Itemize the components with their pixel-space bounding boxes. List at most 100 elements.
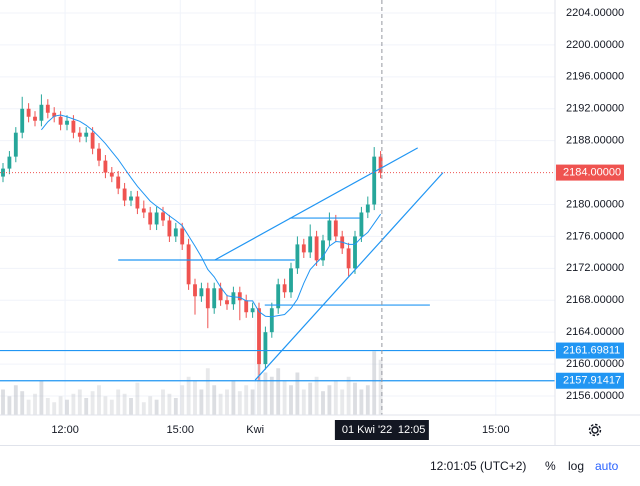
- x-tick-label: 15:00: [167, 424, 195, 436]
- volume-bar: [295, 372, 300, 415]
- candle-body: [45, 104, 50, 113]
- x-tick-label: 15:00: [482, 424, 510, 436]
- volume-bar: [13, 385, 18, 415]
- moving-average: [41, 114, 382, 318]
- candle-body: [282, 284, 287, 293]
- price-label-box: [556, 164, 624, 181]
- volume-bar: [365, 385, 370, 415]
- volume-bar: [321, 391, 325, 415]
- y-tick-label: 2160.00000: [566, 358, 624, 370]
- candle-body: [173, 228, 178, 237]
- candle-body: [295, 244, 300, 269]
- volume-bar: [257, 364, 261, 415]
- candle-body: [71, 120, 76, 133]
- log-button[interactable]: log: [568, 459, 585, 473]
- y-tick-label: 2188.00000: [566, 135, 624, 147]
- crosshair-time: 12:05: [398, 424, 426, 436]
- candle-body: [244, 300, 249, 313]
- candle-body: [257, 308, 261, 365]
- candle-body: [52, 112, 57, 117]
- candle-body: [129, 196, 133, 201]
- plot: [0, 0, 555, 415]
- volume-bar: [250, 389, 255, 415]
- volume-bar: [333, 381, 338, 415]
- clock: 12:01:05 (UTC+2): [430, 459, 527, 473]
- y-tick-label: 2192.00000: [566, 103, 624, 115]
- candle-body: [346, 248, 351, 269]
- candle-body: [231, 292, 236, 305]
- volume-bar: [225, 389, 229, 415]
- volume-bar: [269, 376, 274, 415]
- candle-body: [148, 212, 153, 225]
- volume-bar: [7, 396, 12, 415]
- auto-button[interactable]: auto: [595, 459, 619, 473]
- candle-body: [225, 300, 229, 305]
- candle-body: [33, 116, 37, 121]
- candle-body: [199, 288, 204, 297]
- crosshair-date: 01 Kwi '22: [342, 424, 392, 436]
- x-tick-label: Kwi: [246, 424, 264, 436]
- candle-body: [378, 156, 383, 173]
- volume-bar: [154, 399, 159, 415]
- volume-bar: [327, 385, 332, 415]
- y-tick-label: 2168.00000: [566, 294, 624, 306]
- volume-bar: [122, 393, 127, 415]
- candle-body: [58, 116, 63, 125]
- candle-body: [39, 104, 44, 121]
- candle-body: [250, 308, 255, 313]
- volume-bar: [308, 382, 313, 415]
- candle-body: [13, 132, 18, 157]
- chart: 2204.00000 2200.00000 2196.00000 2192.00000…: [0, 0, 640, 445]
- candle-body: [314, 236, 319, 261]
- volume-bar: [289, 385, 293, 415]
- volume-bar: [39, 381, 44, 415]
- volume-bar: [372, 351, 377, 415]
- volume-bar: [244, 385, 249, 415]
- volume-bar: [77, 389, 82, 415]
- candle-body: [365, 204, 370, 213]
- volume-bar: [199, 389, 204, 415]
- candle-body: [269, 308, 274, 333]
- percent-button[interactable]: %: [545, 459, 556, 473]
- candle-body: [193, 284, 197, 297]
- volume-bar: [231, 381, 236, 415]
- y-tick-label: 2196.00000: [566, 71, 624, 83]
- volume-bar: [340, 389, 345, 415]
- volume-bar: [141, 402, 146, 415]
- candle-body: [205, 288, 210, 309]
- volume-bar: [346, 376, 351, 415]
- volume-bar: [33, 393, 37, 415]
- volume-bar: [103, 396, 108, 415]
- candle-body: [103, 160, 108, 173]
- y-tick-label: 2164.00000: [566, 326, 624, 338]
- candle-body: [218, 288, 223, 301]
- candle-body: [161, 212, 165, 221]
- volume-bar: [263, 372, 268, 415]
- candle-body: [276, 284, 281, 309]
- trend-line: [214, 147, 419, 261]
- volume-bar: [173, 398, 178, 415]
- volume-bar: [161, 389, 165, 415]
- candle-body: [327, 220, 332, 241]
- candle-body: [359, 212, 364, 237]
- price-label: 2157.91417: [563, 375, 621, 387]
- volume-bar: [135, 382, 140, 415]
- volume-bar: [71, 393, 76, 415]
- candle-body: [289, 268, 293, 293]
- candle-body: [26, 108, 31, 117]
- candle-body: [212, 288, 217, 309]
- candle-body: [116, 176, 121, 189]
- candle-body: [97, 148, 101, 161]
- volume-bar: [359, 389, 364, 415]
- candle-body: [321, 240, 325, 261]
- x-tick-label: 12:00: [51, 424, 79, 436]
- volume-bar: [193, 381, 197, 415]
- settings-icon[interactable]: [588, 423, 602, 437]
- candle-body: [237, 292, 242, 301]
- volume-bar: [65, 399, 69, 415]
- candle-body: [109, 172, 114, 177]
- volume-bar: [282, 381, 287, 415]
- candle-body: [90, 132, 95, 149]
- status-bar: 12:01:05 (UTC+2) % log auto: [0, 445, 640, 486]
